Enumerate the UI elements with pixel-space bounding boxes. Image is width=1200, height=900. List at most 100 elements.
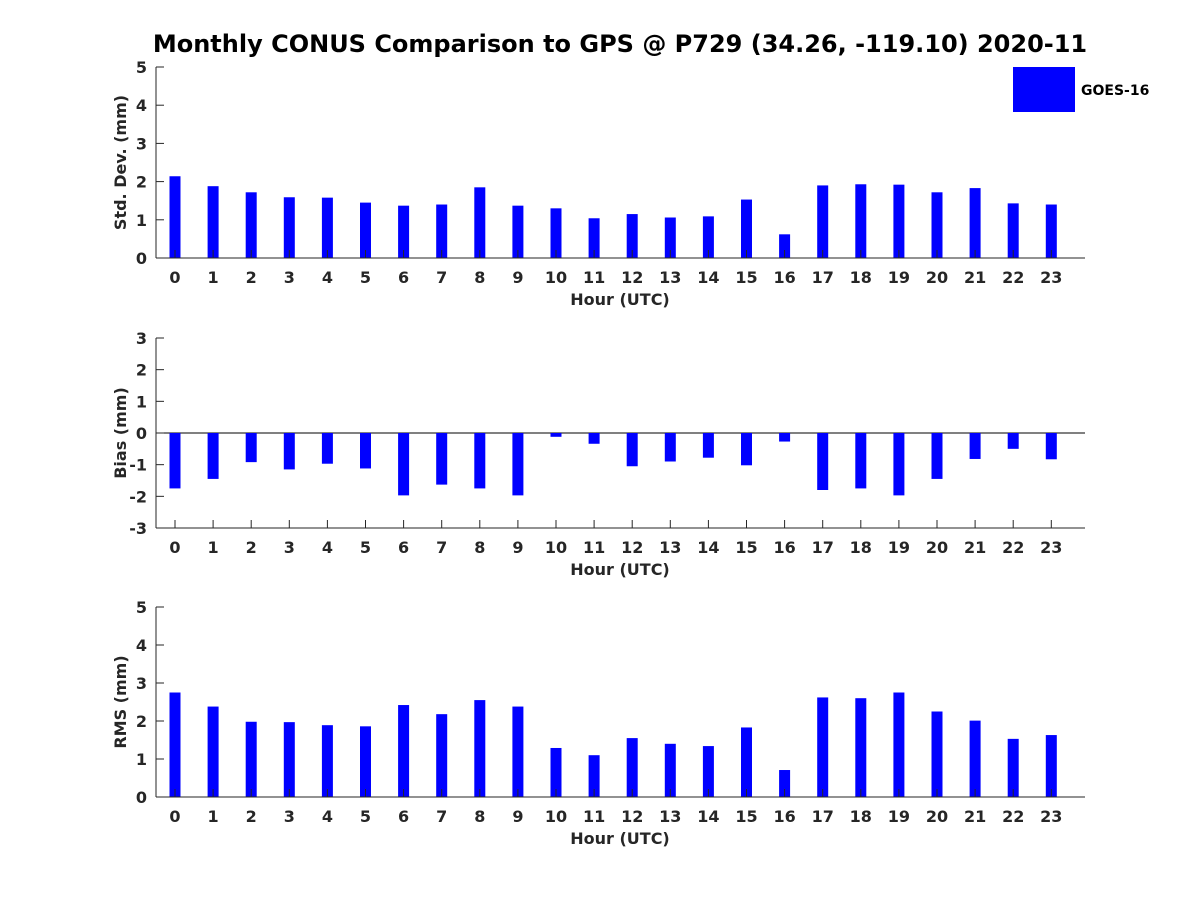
x-tick-label: 16 [773,807,795,826]
x-tick-label: 9 [512,807,523,826]
bar [931,433,943,479]
bar [283,197,295,258]
x-tick-label: 8 [474,807,485,826]
bar [779,770,791,797]
bar [398,205,410,258]
bar [512,706,524,797]
x-axis-title: Hour (UTC) [570,829,670,848]
x-tick-label: 21 [964,538,986,557]
bar [169,176,181,258]
bar [360,726,371,797]
bar [512,433,524,496]
x-tick-label: 7 [436,538,447,557]
bar [550,208,562,258]
y-tick-label: -3 [129,519,147,538]
legend-swatch [1013,67,1075,112]
y-tick-label: -2 [129,487,147,506]
x-tick-label: 11 [583,268,605,287]
x-tick-label: 3 [284,538,295,557]
bar [283,722,295,797]
bar [398,705,410,797]
bar [702,216,714,258]
bar [1007,738,1019,797]
y-tick-label: 3 [136,329,147,348]
x-tick-label: 8 [474,268,485,287]
x-tick-label: 8 [474,538,485,557]
bar [1045,433,1057,460]
x-tick-label: 13 [659,268,681,287]
x-tick-label: 4 [322,807,333,826]
bar [169,692,181,797]
x-tick-label: 7 [436,268,447,287]
bar [969,720,981,797]
x-tick-label: 10 [545,538,567,557]
x-tick-label: 20 [926,807,948,826]
bar [741,199,752,258]
y-tick-label: 0 [136,788,147,807]
bar [321,725,333,797]
x-tick-label: 10 [545,807,567,826]
bar [550,747,562,797]
x-tick-label: 16 [773,538,795,557]
bar [474,187,486,258]
bar [169,433,181,489]
x-tick-label: 15 [735,538,757,557]
x-tick-label: 13 [659,538,681,557]
x-tick-label: 12 [621,807,643,826]
x-tick-label: 7 [436,807,447,826]
bar [893,433,905,496]
x-tick-label: 1 [208,807,219,826]
bar [702,433,714,458]
bar [1045,735,1057,797]
bar [245,721,257,797]
x-axis-title: Hour (UTC) [570,290,670,309]
x-tick-label: 9 [512,538,523,557]
x-tick-label: 18 [850,538,872,557]
x-tick-label: 15 [735,268,757,287]
bar [741,727,752,797]
bar [931,192,943,258]
x-tick-label: 18 [850,807,872,826]
y-tick-label: 1 [136,392,147,411]
x-tick-label: 4 [322,538,333,557]
bar [855,433,867,489]
bar [283,433,295,470]
x-tick-label: 6 [398,538,409,557]
x-tick-label: 11 [583,538,605,557]
x-tick-label: 12 [621,538,643,557]
bar [321,197,333,258]
bar [817,697,829,797]
x-tick-label: 11 [583,807,605,826]
x-tick-label: 22 [1002,268,1024,287]
x-tick-label: 6 [398,807,409,826]
bar [436,714,448,797]
x-tick-label: 14 [697,268,719,287]
x-tick-label: 21 [964,807,986,826]
y-tick-label: 4 [136,636,147,655]
x-tick-label: 18 [850,268,872,287]
x-tick-label: 13 [659,807,681,826]
x-tick-label: 22 [1002,807,1024,826]
bar [474,700,486,797]
bar [893,692,905,797]
bar [626,738,638,797]
x-tick-label: 21 [964,268,986,287]
bar [436,204,448,258]
y-tick-label: 3 [136,674,147,693]
x-tick-label: 19 [888,807,910,826]
bar [664,433,676,462]
y-tick-label: 1 [136,750,147,769]
x-tick-label: 20 [926,538,948,557]
bar [588,433,600,444]
x-tick-label: 23 [1040,538,1062,557]
y-tick-label: 2 [136,173,147,192]
x-tick-label: 9 [512,268,523,287]
y-tick-label: 2 [136,361,147,380]
bar [817,185,829,258]
bar [436,433,448,485]
bar [1045,204,1057,258]
y-tick-label: 1 [136,211,147,230]
bar [931,711,943,797]
bar [207,186,219,258]
